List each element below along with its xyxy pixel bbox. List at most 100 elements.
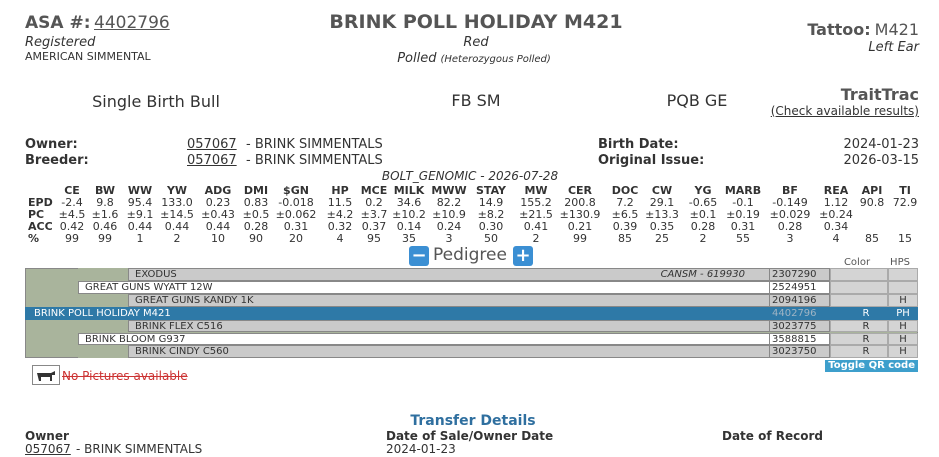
epd-value: 0.21 xyxy=(567,220,593,233)
pedigree-name[interactable]: BRINK POLL HOLIDAY M421 xyxy=(34,307,171,319)
epd-column: BW xyxy=(95,184,115,197)
pedigree-row xyxy=(128,345,830,359)
pedigree-reg[interactable]: 2307290 xyxy=(772,269,817,280)
owner-label: Owner: xyxy=(25,137,78,152)
epd-value: 200.8 xyxy=(564,196,596,209)
pedigree-color-cell xyxy=(830,319,888,333)
epd-value: 155.2 xyxy=(520,196,552,209)
pedigree-reg-cell xyxy=(769,332,830,346)
polled-status: Polled (Heterozygous Polled) xyxy=(397,52,555,65)
pedigree-name[interactable]: BRINK CINDY C560 xyxy=(135,346,229,358)
epd-value: 0.23 xyxy=(205,196,231,209)
epd-value: 133.0 xyxy=(161,196,193,209)
pedigree-title: Pedigree xyxy=(433,245,507,265)
owner-id[interactable]: 057067 xyxy=(187,137,237,152)
epd-value: 25 xyxy=(655,232,669,245)
epd-value: 11.5 xyxy=(327,196,353,209)
pedigree-name[interactable]: BRINK BLOOM G937 xyxy=(85,333,186,345)
pedigree-hps-cell xyxy=(888,332,918,346)
pedigree-cell xyxy=(78,293,128,307)
epd-value: 2 xyxy=(173,232,181,245)
pedigree-hps-cell xyxy=(888,345,918,359)
epd-value: 85 xyxy=(618,232,632,245)
traittrac-link[interactable]: (Check available results) xyxy=(770,104,919,118)
pedigree-name[interactable]: GREAT GUNS KANDY 1K xyxy=(135,294,254,306)
pedigree-color-cell xyxy=(830,345,888,359)
transfer-owner-header: Owner xyxy=(25,429,69,443)
epd-value: ±10.9 xyxy=(432,208,466,221)
epd-value: 90.8 xyxy=(859,196,885,209)
breed: AMERICAN SIMMENTAL xyxy=(25,50,151,63)
epd-column: HP xyxy=(331,184,349,197)
pedigree-hps-cell xyxy=(888,293,918,307)
birth-date: 2024-01-23 xyxy=(843,137,919,152)
epd-value: 0.83 xyxy=(243,196,269,209)
epd-value: 0.44 xyxy=(205,220,231,233)
pedigree-reg[interactable]: 4402796 xyxy=(772,307,817,319)
pedigree-reg[interactable]: 3588815 xyxy=(772,333,817,345)
hair-color: Red xyxy=(463,35,489,50)
epd-value: 4 xyxy=(832,232,840,245)
epd-column: CER xyxy=(567,184,593,197)
issue-date: 2026-03-15 xyxy=(843,153,919,168)
expand-button[interactable]: + xyxy=(513,246,533,266)
pedigree-cell xyxy=(78,345,128,359)
epd-row-label: % xyxy=(28,232,40,245)
breeder-label: Breeder: xyxy=(25,153,89,168)
no-pictures: No Pictures available xyxy=(62,369,188,383)
collapse-button[interactable]: − xyxy=(409,246,429,266)
pedigree-color-cell xyxy=(830,332,888,346)
epd-value: 99 xyxy=(573,232,587,245)
epd-value: 0.41 xyxy=(523,220,549,233)
epd-value: -0.1 xyxy=(732,196,754,209)
pedigree-reg[interactable]: 3023750 xyxy=(772,346,817,358)
pedigree-color-cell xyxy=(830,293,888,307)
breeder-id[interactable]: 057067 xyxy=(187,153,237,168)
pedigree-reg[interactable]: 2524951 xyxy=(772,281,817,293)
pedigree-color: R xyxy=(862,320,870,332)
pedigree-reg[interactable]: 3023775 xyxy=(772,320,817,332)
pedigree-color: R xyxy=(862,346,870,358)
transfer-record-header: Date of Record xyxy=(722,429,823,443)
epd-value: 0.44 xyxy=(164,220,190,233)
epd-value: 72.9 xyxy=(892,196,918,209)
breeder-name: - BRINK SIMMENTALS xyxy=(246,153,383,168)
epd-value: 0.24 xyxy=(436,220,462,233)
epd-column: YW xyxy=(166,184,188,197)
epd-value: 2 xyxy=(699,232,707,245)
epd-column: CW xyxy=(651,184,673,197)
pedigree-name[interactable]: GREAT GUNS WYATT 12W xyxy=(85,281,213,293)
epd-value: 0.31 xyxy=(283,220,309,233)
epd-value: 85 xyxy=(865,232,879,245)
epd-value: 0.37 xyxy=(361,220,387,233)
pedigree-reg[interactable]: 2094196 xyxy=(772,294,817,306)
epd-value: 82.2 xyxy=(436,196,462,209)
epd-value: 0.32 xyxy=(327,220,353,233)
epd-row-label: ACC xyxy=(28,220,53,233)
epd-value: -2.4 xyxy=(61,196,83,209)
epd-value: ±4.2 xyxy=(326,208,354,221)
transfer-sale-date: 2024-01-23 xyxy=(386,442,456,456)
breed-code: FB SM xyxy=(451,91,501,110)
pedigree-reg-cell xyxy=(769,293,830,307)
transfer-sale-header: Date of Sale/Owner Date xyxy=(386,429,554,443)
tattoo-value: M421 xyxy=(874,20,919,39)
pedigree-hps-cell xyxy=(888,319,918,333)
tattoo-label: Tattoo: xyxy=(807,20,871,39)
pedigree-cell xyxy=(78,319,128,333)
pedigree-extra: CANSM - 619930 xyxy=(660,269,745,280)
epd-value: -0.149 xyxy=(772,196,808,209)
epd-value: ±10.2 xyxy=(392,208,426,221)
qr-button[interactable]: Toggle QR code xyxy=(825,360,918,372)
pedigree-hps: H xyxy=(899,333,907,345)
birth-type: Single Birth Bull xyxy=(92,92,220,111)
epd-value: ±0.062 xyxy=(275,208,317,221)
epd-value: 3 xyxy=(445,232,453,245)
epd-value: ±13.3 xyxy=(645,208,679,221)
pedigree-name[interactable]: BRINK FLEX C516 xyxy=(135,320,223,332)
transfer-owner-id[interactable]: 057067 xyxy=(25,442,71,456)
pedigree-name[interactable]: EXODUS xyxy=(135,269,177,280)
birth-label: Birth Date: xyxy=(598,137,679,152)
color-header: Color xyxy=(843,257,871,268)
epd-value: 3 xyxy=(786,232,794,245)
